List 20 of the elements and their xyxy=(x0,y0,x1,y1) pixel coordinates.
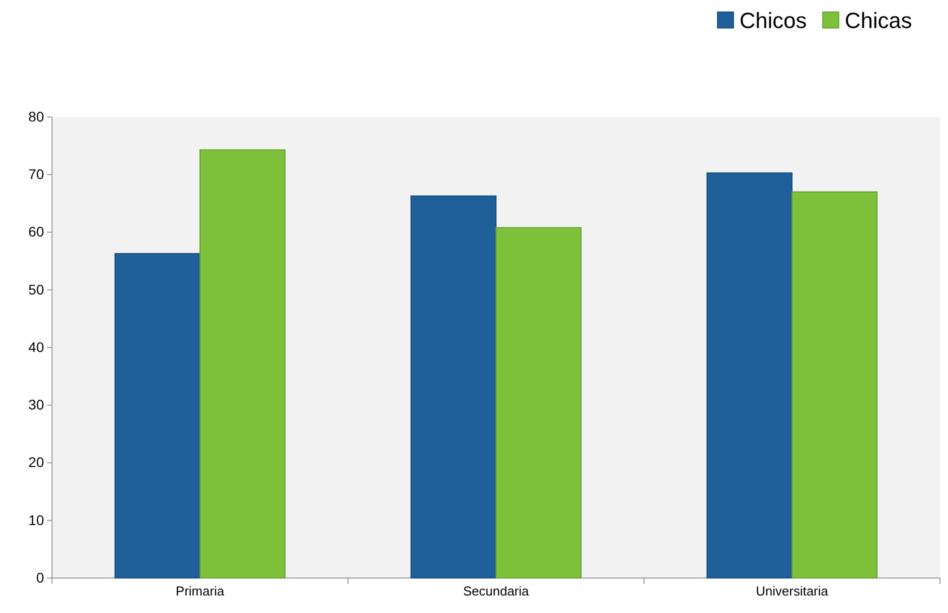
y-tick-label: 80 xyxy=(28,108,44,124)
x-tick-label: Primaria xyxy=(176,583,225,598)
bar xyxy=(792,191,878,578)
y-tick-label: 30 xyxy=(28,396,44,413)
bar xyxy=(496,227,582,578)
bar xyxy=(200,149,286,578)
y-tick-label: 20 xyxy=(28,454,44,470)
legend-label: Chicas xyxy=(844,8,912,33)
y-tick-label: 60 xyxy=(28,224,44,240)
bar xyxy=(114,253,200,578)
y-tick-label: 10 xyxy=(28,512,44,528)
bar xyxy=(706,172,792,578)
y-tick-label: 0 xyxy=(36,569,44,586)
x-tick-label: Universitaria xyxy=(756,583,829,598)
y-tick-label: 70 xyxy=(28,166,44,182)
y-tick-label: 50 xyxy=(28,281,44,298)
bar xyxy=(410,195,496,578)
x-tick-label: Secundaria xyxy=(463,583,530,598)
y-tick-label: 40 xyxy=(28,338,44,355)
legend-label: Chicos xyxy=(740,8,807,33)
